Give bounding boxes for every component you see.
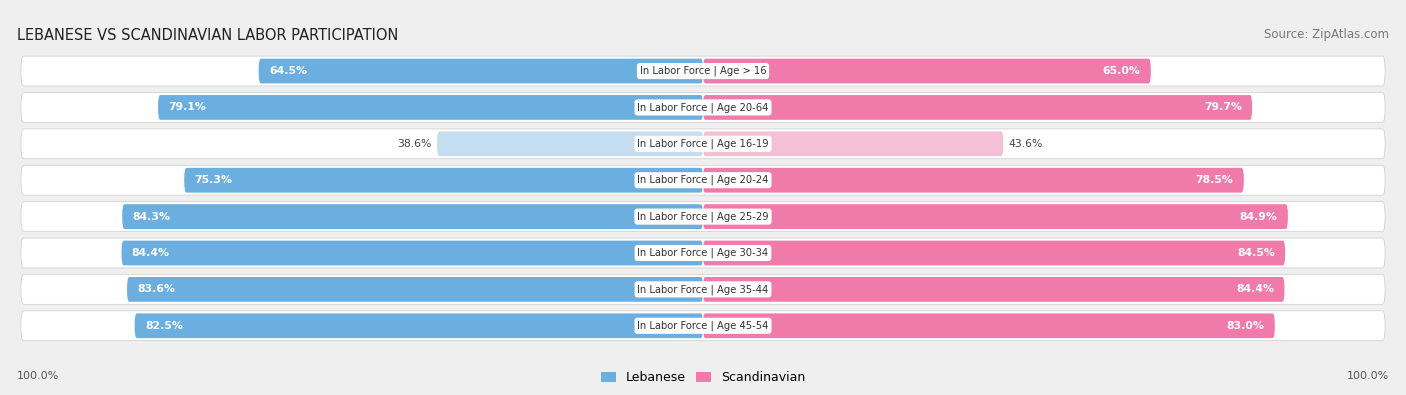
FancyBboxPatch shape	[127, 277, 703, 302]
FancyBboxPatch shape	[21, 238, 1385, 268]
Text: 64.5%: 64.5%	[269, 66, 307, 76]
Text: In Labor Force | Age 25-29: In Labor Force | Age 25-29	[637, 211, 769, 222]
Text: 43.6%: 43.6%	[1010, 139, 1043, 149]
FancyBboxPatch shape	[21, 165, 1385, 195]
Text: 79.1%: 79.1%	[169, 102, 207, 113]
FancyBboxPatch shape	[21, 311, 1385, 340]
FancyBboxPatch shape	[135, 313, 703, 338]
FancyBboxPatch shape	[21, 92, 1385, 122]
FancyBboxPatch shape	[21, 56, 1385, 86]
Text: 78.5%: 78.5%	[1195, 175, 1233, 185]
FancyBboxPatch shape	[703, 59, 1152, 83]
Text: 84.4%: 84.4%	[1236, 284, 1274, 294]
Text: 84.9%: 84.9%	[1240, 212, 1278, 222]
Text: LEBANESE VS SCANDINAVIAN LABOR PARTICIPATION: LEBANESE VS SCANDINAVIAN LABOR PARTICIPA…	[17, 28, 398, 43]
FancyBboxPatch shape	[703, 168, 1244, 193]
Text: In Labor Force | Age 16-19: In Labor Force | Age 16-19	[637, 139, 769, 149]
FancyBboxPatch shape	[703, 132, 1004, 156]
FancyBboxPatch shape	[703, 95, 1253, 120]
FancyBboxPatch shape	[121, 241, 703, 265]
Text: In Labor Force | Age 35-44: In Labor Force | Age 35-44	[637, 284, 769, 295]
Text: 100.0%: 100.0%	[17, 371, 59, 381]
Text: In Labor Force | Age > 16: In Labor Force | Age > 16	[640, 66, 766, 76]
Text: 79.7%: 79.7%	[1204, 102, 1241, 113]
FancyBboxPatch shape	[21, 129, 1385, 159]
FancyBboxPatch shape	[703, 241, 1285, 265]
Text: 84.4%: 84.4%	[132, 248, 170, 258]
Text: In Labor Force | Age 30-34: In Labor Force | Age 30-34	[637, 248, 769, 258]
Legend: Lebanese, Scandinavian: Lebanese, Scandinavian	[596, 367, 810, 389]
FancyBboxPatch shape	[703, 277, 1285, 302]
Text: In Labor Force | Age 45-54: In Labor Force | Age 45-54	[637, 320, 769, 331]
FancyBboxPatch shape	[259, 59, 703, 83]
Text: 83.0%: 83.0%	[1226, 321, 1264, 331]
FancyBboxPatch shape	[184, 168, 703, 193]
Text: 84.5%: 84.5%	[1237, 248, 1275, 258]
FancyBboxPatch shape	[703, 313, 1275, 338]
Text: 38.6%: 38.6%	[396, 139, 432, 149]
FancyBboxPatch shape	[122, 204, 703, 229]
FancyBboxPatch shape	[157, 95, 703, 120]
FancyBboxPatch shape	[703, 204, 1288, 229]
Text: In Labor Force | Age 20-64: In Labor Force | Age 20-64	[637, 102, 769, 113]
Text: 75.3%: 75.3%	[194, 175, 232, 185]
Text: 83.6%: 83.6%	[138, 284, 176, 294]
FancyBboxPatch shape	[21, 202, 1385, 231]
Text: Source: ZipAtlas.com: Source: ZipAtlas.com	[1264, 28, 1389, 41]
Text: 100.0%: 100.0%	[1347, 371, 1389, 381]
Text: In Labor Force | Age 20-24: In Labor Force | Age 20-24	[637, 175, 769, 186]
FancyBboxPatch shape	[437, 132, 703, 156]
Text: 84.3%: 84.3%	[132, 212, 170, 222]
FancyBboxPatch shape	[21, 275, 1385, 304]
Text: 65.0%: 65.0%	[1102, 66, 1140, 76]
Text: 82.5%: 82.5%	[145, 321, 183, 331]
